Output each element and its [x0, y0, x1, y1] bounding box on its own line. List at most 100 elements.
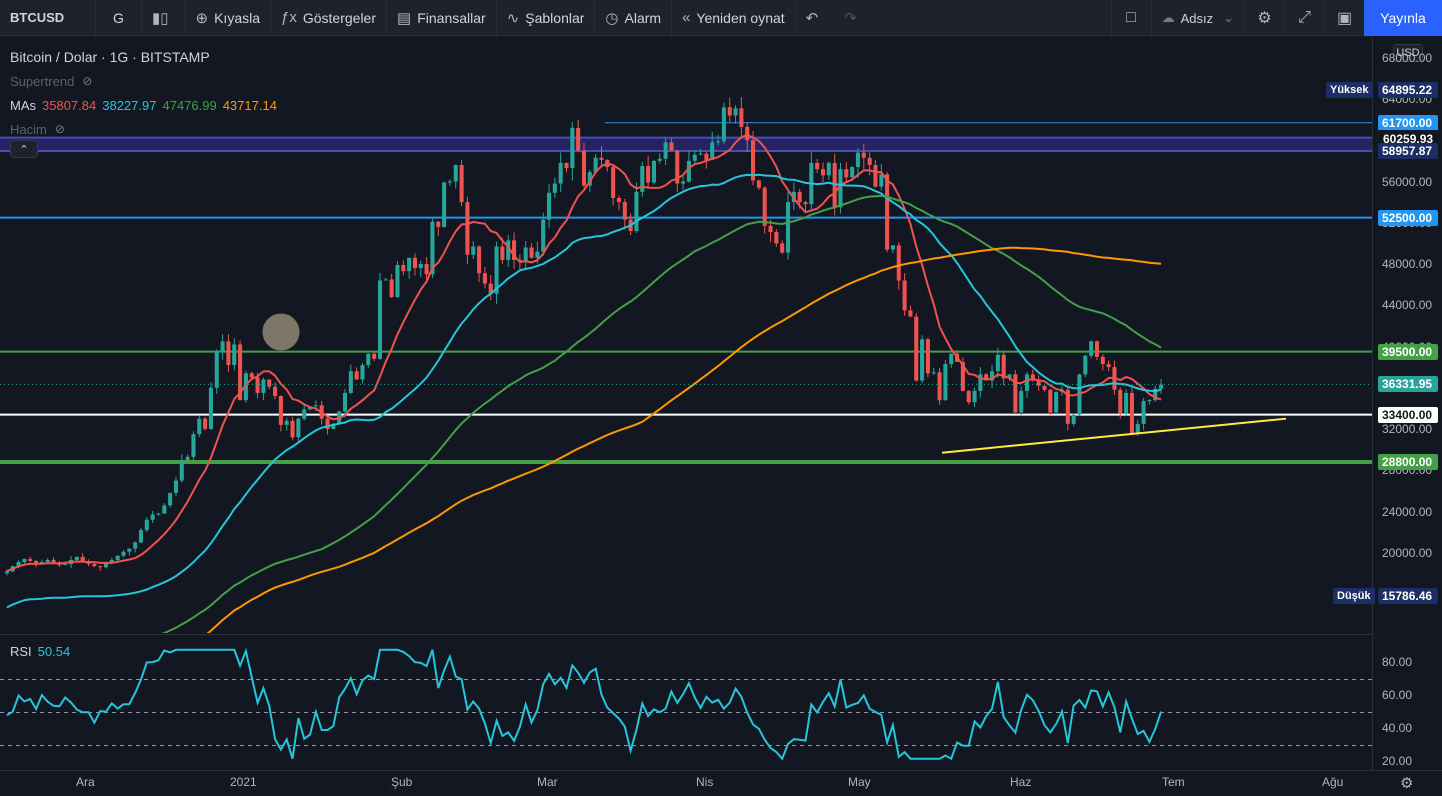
candle-body	[313, 405, 318, 407]
candle-body	[290, 420, 295, 438]
candle-body	[354, 371, 359, 380]
rewind-icon: «	[682, 9, 691, 26]
candle-body	[377, 280, 383, 359]
time-label: May	[848, 775, 871, 789]
candle-body	[506, 240, 511, 260]
candle-body	[1065, 389, 1070, 424]
redo-button[interactable]: ↷	[834, 0, 873, 36]
rsi-chart[interactable]	[0, 635, 1372, 770]
candle-body	[675, 150, 680, 184]
candle-body	[698, 153, 703, 155]
candle-body	[663, 142, 668, 159]
time-label: Nis	[696, 775, 714, 789]
settings-button[interactable]: ⚙	[1244, 0, 1284, 36]
alert-button[interactable]: ◷ Alarm	[595, 0, 673, 36]
candle-body	[657, 158, 662, 161]
candle-body	[138, 530, 144, 543]
candle-body	[716, 141, 721, 143]
candle-body	[261, 379, 266, 393]
eye-hidden-icon[interactable]: ⊘	[54, 122, 65, 136]
candle-body	[646, 166, 651, 183]
candle-body	[984, 374, 989, 381]
fullscreen-button[interactable]: ⤢	[1284, 0, 1324, 36]
candle-body	[651, 160, 656, 183]
mas-label[interactable]: MAs	[10, 97, 36, 113]
indicators-label: Göstergeler	[302, 9, 377, 26]
candle-body	[1147, 400, 1152, 402]
candle-body	[756, 180, 761, 188]
candle-body	[179, 459, 184, 481]
volume-label[interactable]: Hacim	[10, 121, 47, 137]
chart-type-button[interactable]: ▮▯	[142, 0, 186, 36]
symbol-title: Bitcoin / Dolar · 1G · BITSTAMP	[10, 49, 210, 65]
snapshot-button[interactable]: ▣	[1324, 0, 1364, 36]
ma-value-4: 43717.14	[222, 97, 277, 113]
candle-body	[1036, 380, 1041, 386]
layout-select-button[interactable]: □	[1110, 0, 1151, 36]
candle-body	[412, 257, 417, 269]
square-icon: □	[1126, 9, 1136, 26]
replay-button[interactable]: « Yeniden oynat	[672, 0, 796, 36]
rsi-tick: 40.00	[1382, 721, 1413, 735]
templates-button[interactable]: ∿ Şablonlar	[497, 0, 596, 36]
candle-body	[249, 373, 254, 378]
candle-body	[925, 339, 930, 374]
candle-body	[401, 265, 406, 272]
candle-body	[826, 162, 831, 176]
rsi-tick: 60.00	[1382, 688, 1413, 702]
candle-body	[92, 564, 97, 567]
legend-collapse-button[interactable]: ⌃	[10, 140, 38, 158]
compare-button[interactable]: ⊕ Kıyasla	[186, 0, 272, 36]
eye-hidden-icon[interactable]: ⊘	[82, 74, 93, 88]
candle-body	[1054, 391, 1059, 413]
candle-body	[523, 247, 528, 261]
candle-body	[1089, 341, 1094, 356]
candle-body	[203, 418, 208, 429]
time-axis[interactable]	[0, 770, 1442, 796]
candle-body	[255, 377, 260, 393]
templates-label: Şablonlar	[525, 9, 585, 26]
main-chart-pane[interactable]	[0, 37, 1372, 633]
candle-body	[278, 396, 283, 425]
candle-body	[512, 240, 517, 260]
currency-button[interactable]: USD	[1393, 44, 1423, 62]
undo-button[interactable]: ↶	[796, 0, 835, 36]
highlight-circle	[262, 313, 300, 351]
candle-body	[214, 351, 219, 388]
rsi-pane[interactable]	[0, 634, 1372, 770]
price-tag: 15786.46	[1378, 588, 1438, 605]
candle-body	[762, 187, 767, 226]
rsi-label[interactable]: RSI	[10, 644, 32, 659]
interval-button[interactable]: G	[96, 0, 142, 36]
financials-button[interactable]: ▤ Finansallar	[387, 0, 497, 36]
candle-body	[325, 418, 330, 429]
candle-body	[453, 165, 458, 182]
candle-body	[1024, 374, 1030, 391]
candle-body	[500, 246, 505, 260]
symbol-search-button[interactable]: BTCUSD	[0, 0, 96, 36]
candle-body	[745, 126, 750, 141]
candle-body	[535, 251, 540, 258]
indicators-button[interactable]: ƒx Göstergeler	[271, 0, 388, 36]
candle-body	[529, 247, 534, 258]
candles-icon: ▮▯	[152, 9, 169, 27]
layout-name-button[interactable]: ☁ Adsız ⌄	[1150, 0, 1244, 36]
price-tag-label: Düşük	[1333, 588, 1375, 605]
supertrend-label[interactable]: Supertrend	[10, 73, 75, 89]
layout-name: Adsız	[1180, 10, 1214, 26]
candle-body	[780, 243, 785, 253]
candle-body	[243, 373, 248, 401]
publish-button[interactable]: Yayınla	[1364, 0, 1442, 36]
candle-body	[634, 191, 639, 231]
price-scale[interactable]	[1372, 37, 1442, 770]
price-tag: 64895.22	[1378, 81, 1438, 98]
price-tag: 33400.00	[1378, 406, 1438, 423]
axis-settings-button[interactable]: ⚙	[1400, 774, 1413, 792]
candle-body	[238, 344, 243, 401]
price-tag-label: Yüksek	[1326, 81, 1373, 98]
alert-label: Alarm	[624, 9, 662, 26]
candle-body	[1159, 384, 1164, 389]
candle-body	[273, 386, 278, 396]
camera-icon: ▣	[1336, 10, 1353, 27]
price-chart[interactable]	[0, 37, 1372, 633]
